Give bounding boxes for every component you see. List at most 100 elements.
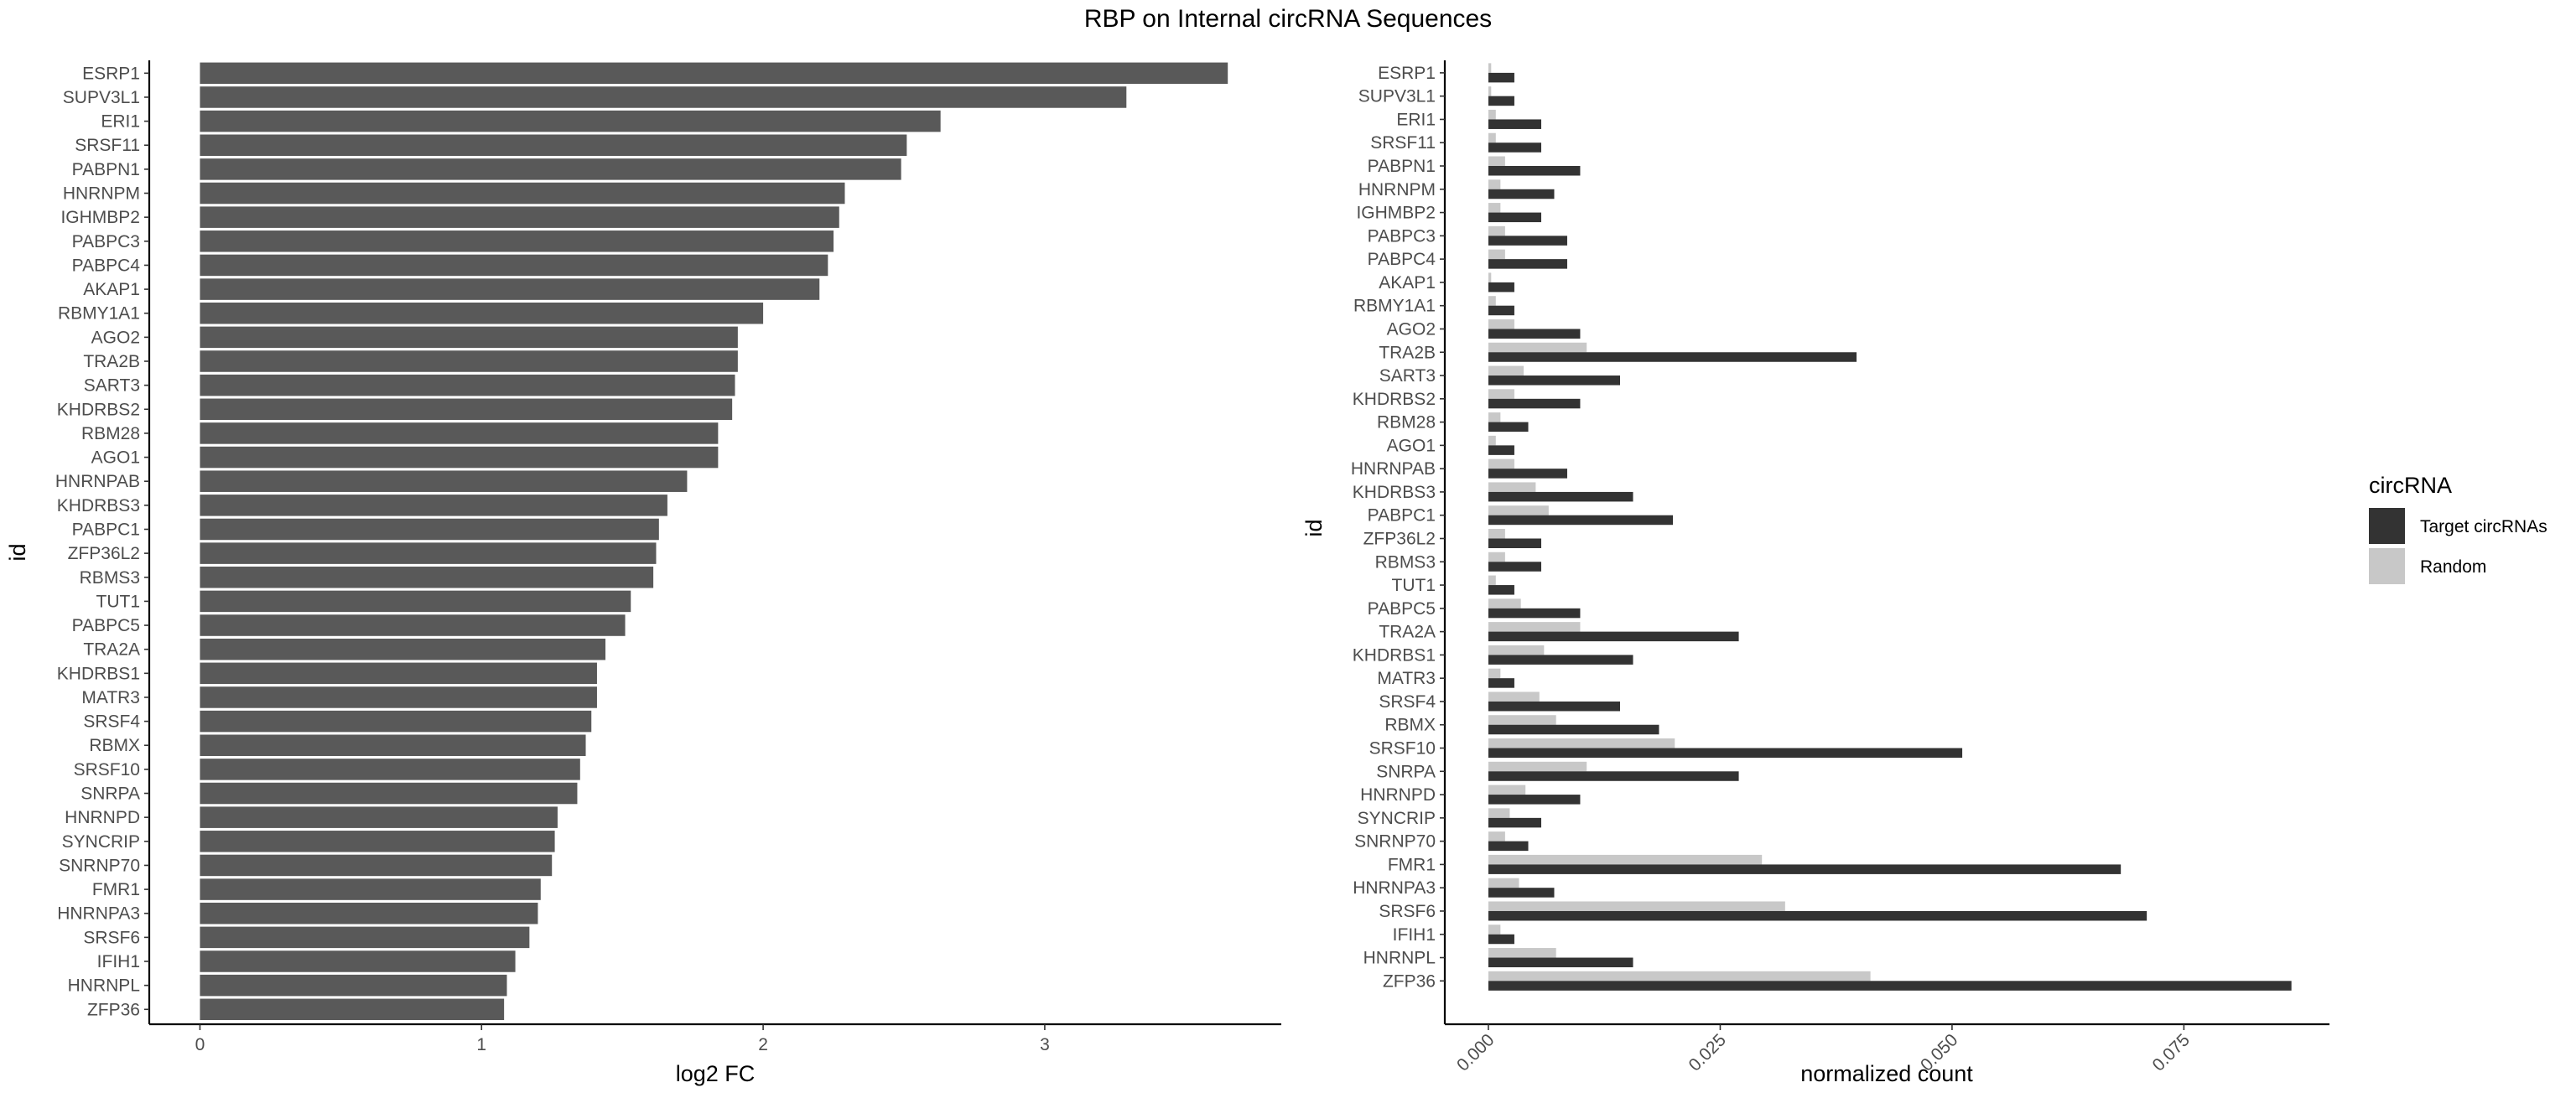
bar (1488, 72, 1514, 83)
bar (1488, 910, 2148, 921)
bar (1488, 109, 1496, 120)
bar (200, 902, 538, 924)
bar (200, 350, 738, 372)
y-tick-label: ZFP36 (87, 1000, 140, 1019)
x-axis-title: log2 FC (676, 1061, 756, 1086)
y-tick-label: PABPN1 (1368, 157, 1436, 176)
y-tick-label: HNRNPL (68, 976, 140, 996)
y-tick-label: FMR1 (1388, 855, 1436, 874)
y-tick-label: TRA2A (83, 640, 140, 660)
bar (1488, 575, 1496, 586)
bar (1488, 389, 1514, 399)
bar (200, 831, 555, 852)
bar (1488, 981, 2292, 991)
bar (1488, 96, 1514, 106)
bar (200, 446, 719, 469)
bar (1488, 771, 1739, 781)
bar (200, 878, 541, 900)
bar (1488, 119, 1542, 129)
bar (1488, 515, 1674, 526)
bar (1488, 622, 1581, 632)
bar (1488, 738, 1675, 748)
y-tick-label: HNRNPA3 (1353, 878, 1436, 898)
bar (1488, 924, 1501, 935)
legend-label: Target circRNAs (2420, 517, 2547, 536)
bar (1488, 469, 1567, 479)
bar (200, 158, 901, 180)
bar (1488, 296, 1496, 306)
bar (1488, 878, 1519, 888)
y-tick-label: SNRNP70 (59, 856, 140, 875)
y-tick-label: SYNCRIP (62, 832, 140, 852)
bar (1488, 715, 1556, 725)
bar (1488, 864, 2122, 874)
y-tick-label: IFIH1 (97, 952, 140, 971)
y-tick-label: SRSF6 (83, 928, 140, 947)
bar (200, 326, 738, 349)
bar (1488, 132, 1496, 143)
bar (200, 950, 516, 972)
bar (200, 662, 597, 685)
bar (1488, 282, 1514, 293)
bar (1488, 259, 1567, 269)
bar (200, 86, 1127, 108)
y-tick-label: RBMS3 (1375, 552, 1436, 572)
y-tick-label: AGO1 (1387, 436, 1436, 455)
legend-label: Random (2420, 557, 2486, 577)
bar (200, 302, 764, 324)
y-tick-label: RBM28 (1377, 413, 1436, 432)
bar (1488, 785, 1526, 795)
bar (1488, 212, 1542, 223)
bar (1488, 375, 1621, 386)
y-tick-label: PABPN1 (72, 160, 140, 179)
bar (200, 926, 530, 949)
y-tick-label: FMR1 (92, 880, 140, 899)
bar (1488, 831, 1505, 842)
y-tick-label: PABPC3 (1368, 226, 1436, 246)
bar (1488, 142, 1542, 153)
bar (1488, 841, 1529, 852)
y-tick-label: SNRNP70 (1354, 832, 1436, 852)
bar (200, 614, 626, 636)
bar (1488, 329, 1581, 339)
y-tick-label: KHDRBS1 (57, 664, 140, 683)
bar (1488, 971, 1871, 981)
bar (1488, 505, 1549, 515)
x-tick-label: 0.000 (1453, 1030, 1498, 1075)
bar (1488, 538, 1542, 548)
y-tick-label: SUPV3L1 (63, 88, 140, 107)
y-tick-label: HNRNPD (1360, 785, 1436, 805)
bar (1488, 179, 1501, 189)
bar (1488, 86, 1492, 96)
y-tick-label: RBMS3 (80, 568, 140, 588)
x-axis-title: normalized count (1800, 1061, 1973, 1086)
x-tick-label: 2 (758, 1035, 768, 1054)
y-tick-label: RBM28 (81, 424, 140, 443)
y-tick-label: SRSF11 (1370, 133, 1436, 153)
bar (1488, 189, 1555, 199)
legend-key (2369, 508, 2405, 544)
legend-title: circRNA (2369, 473, 2452, 498)
x-tick-label: 3 (1040, 1035, 1050, 1054)
bar (200, 854, 553, 877)
bar (1488, 422, 1529, 432)
bar (1488, 491, 1633, 502)
y-tick-label: SRSF11 (75, 136, 140, 155)
y-tick-label: KHDRBS2 (1353, 390, 1436, 409)
bar (200, 518, 659, 541)
bar (1488, 365, 1524, 376)
y-tick-label: HNRNPAB (55, 472, 140, 491)
y-tick-label: SNRPA (1376, 762, 1436, 781)
bar (1488, 249, 1505, 260)
y-tick-label: SUPV3L1 (1358, 87, 1436, 106)
y-tick-label: AKAP1 (1379, 273, 1436, 293)
bar (200, 470, 688, 492)
bar (1488, 63, 1492, 73)
bar (1488, 645, 1545, 655)
bar (200, 110, 941, 132)
y-tick-label: MATR3 (81, 688, 140, 707)
y-tick-label: HNRNPM (63, 184, 140, 204)
bar (1488, 352, 1857, 362)
y-tick-label: SRSF10 (1369, 739, 1436, 759)
bar (1488, 888, 1555, 898)
